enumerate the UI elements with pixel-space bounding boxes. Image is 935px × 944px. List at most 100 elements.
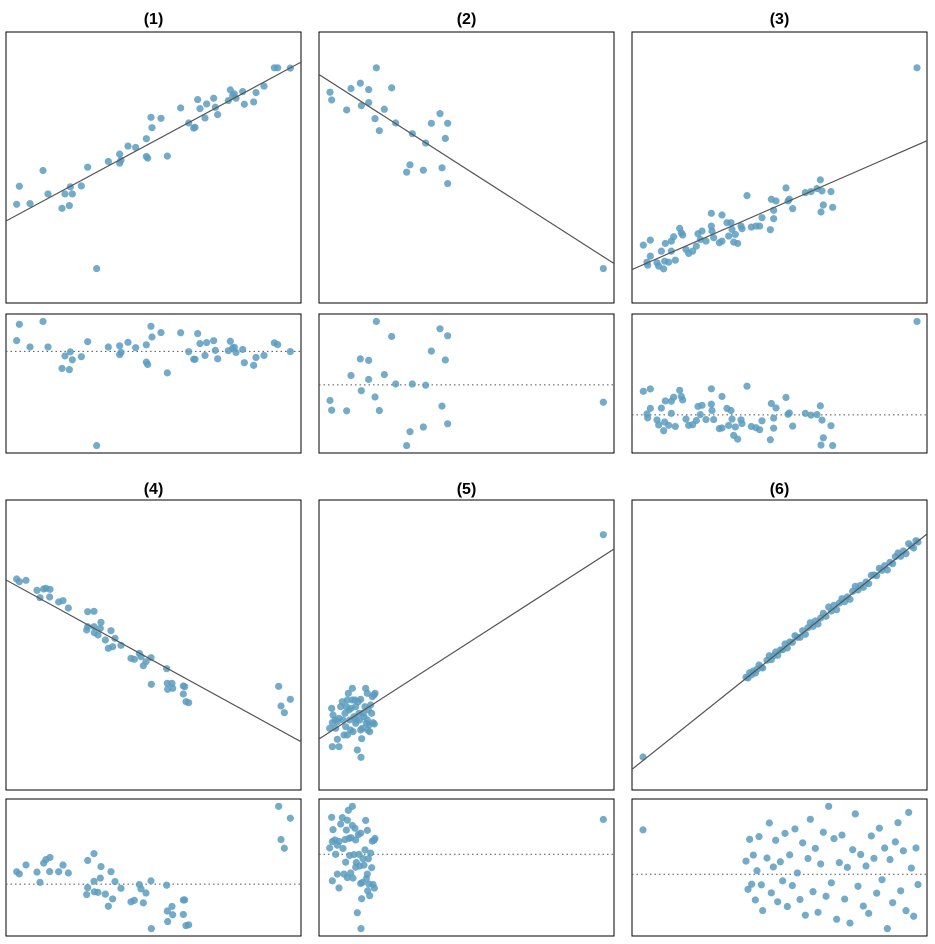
data-point [210,94,218,102]
residual-point [765,819,773,827]
panel-title-3: (3) [770,11,790,28]
panel-title-2: (2) [457,11,477,28]
data-point [240,100,248,108]
residual-point [185,921,193,929]
data-point [65,202,73,210]
data-point [772,197,780,205]
residual-point [329,826,337,834]
residual-point [104,343,112,351]
data-point [427,119,435,127]
residual-point [731,423,739,431]
residual-point [817,860,825,868]
data-point [84,623,92,631]
data-point [132,143,140,152]
data-point [718,211,726,219]
data-point [39,166,47,175]
residual-point [337,820,345,828]
residual-point [46,868,54,876]
data-point [819,201,827,209]
data-point [274,64,282,72]
residual-point [881,844,889,852]
panel-title-4: (4) [144,481,164,498]
residual-point [117,348,125,356]
scatter-panel-frame [5,499,302,791]
data-point [822,612,830,620]
data-point [328,96,336,104]
residual-point [111,877,119,886]
data-point [13,200,21,208]
residual-point [902,907,910,915]
residual-point [599,398,607,406]
residual-point [349,874,357,882]
data-point [708,227,716,235]
data-point [438,164,446,172]
residual-point [791,825,799,833]
data-point [347,84,355,93]
residual-point [335,884,343,892]
residual-point [718,392,726,401]
residual-point [718,424,726,432]
data-point [388,84,396,92]
residual-point [817,441,825,449]
data-point [90,607,98,615]
residual-point [438,402,446,410]
residual-point [132,344,140,352]
data-point [639,753,647,761]
data-point [710,234,718,242]
residual-point [755,832,763,841]
data-point [280,709,288,717]
residual-point [744,885,752,893]
residual-point [44,343,52,351]
fit-line [319,548,614,740]
residual-point [347,371,355,380]
data-point [599,264,607,273]
data-point [357,102,365,110]
residual-point [168,902,176,911]
residual-point [827,879,835,887]
data-point [910,544,918,552]
residual-point [328,877,336,885]
scatter-panel-frame [318,31,615,304]
residual-point [655,421,663,429]
data-point [64,604,72,612]
residual-point [639,826,647,834]
data-point [84,163,92,171]
residual-point [867,832,875,840]
data-point [889,560,897,568]
data-point [333,718,341,726]
residual-point [846,919,854,927]
residual-point [33,868,41,876]
residual-point [801,409,809,417]
data-point [756,222,764,230]
data-point [833,606,841,614]
data-point [46,585,54,593]
residual-point [191,355,199,363]
residual-point [366,892,374,900]
residual-point [819,434,827,442]
residual-point [367,849,375,857]
residual-point [286,348,294,356]
residual-point [142,889,150,897]
data-point [107,627,115,635]
residual-point [801,911,809,919]
residual-point [886,855,894,864]
residual-point [707,385,715,393]
residual-point [46,853,54,862]
residual-point [359,855,367,863]
data-point [357,753,365,761]
data-point [326,88,334,96]
data-point [444,179,452,188]
data-point [109,643,117,651]
residual-point [380,370,388,379]
data-point [692,242,700,250]
residual-point [370,884,378,892]
residual-point [769,863,777,871]
residual-point [137,885,145,893]
data-point [371,115,379,123]
residual-point [671,422,679,431]
data-point [77,182,85,190]
residual-point [644,414,652,422]
residual-panel-frame [631,798,928,937]
residual-point [194,329,202,338]
residual-point [181,896,189,904]
